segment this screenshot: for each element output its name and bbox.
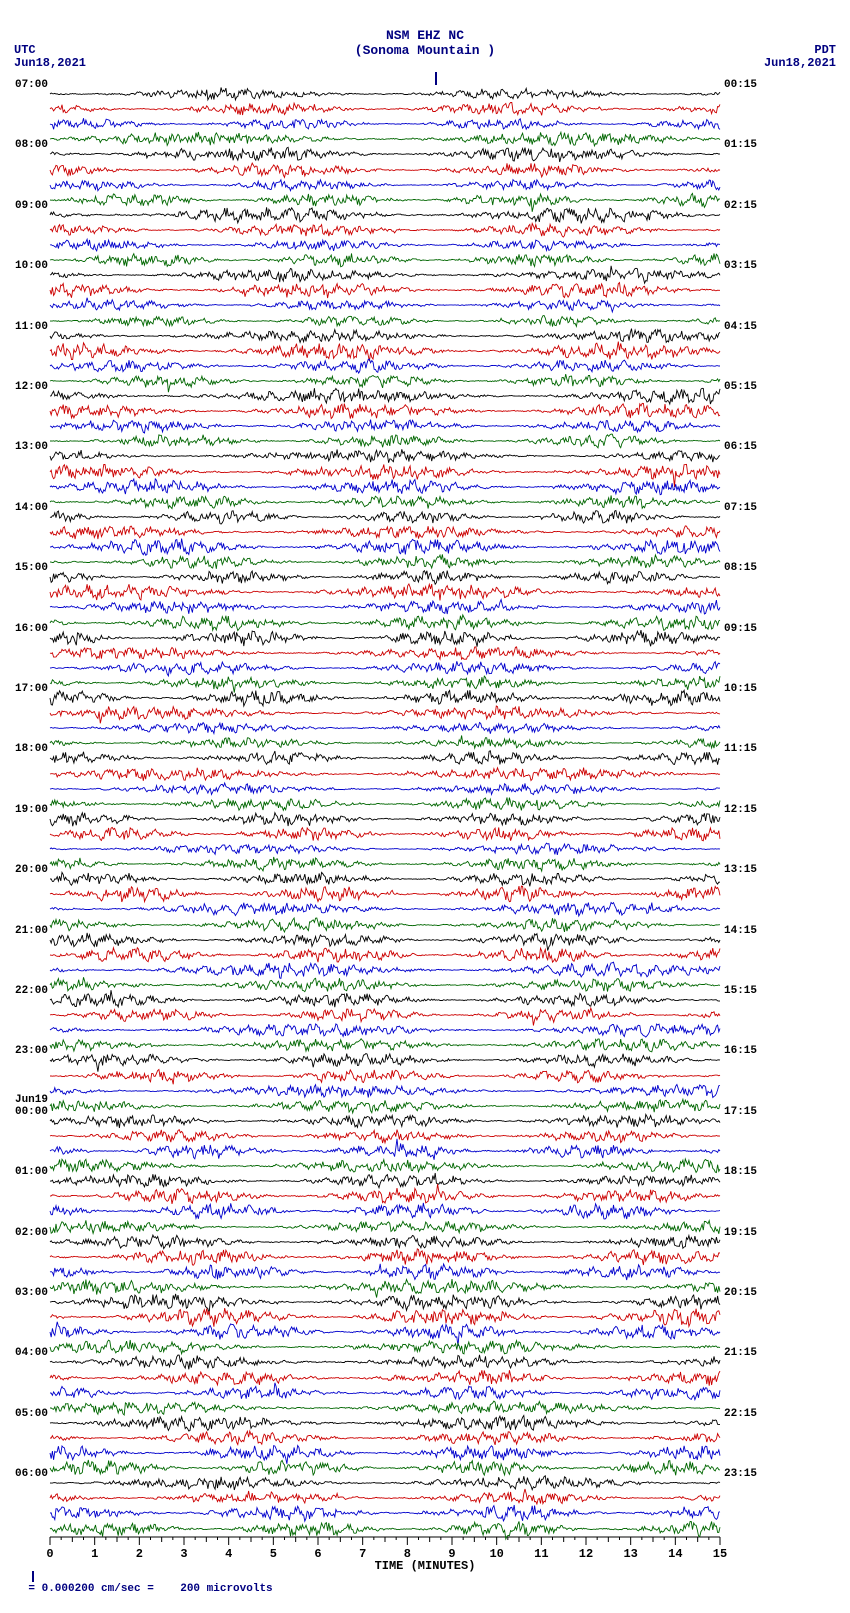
footer-scale-text: = 0.000200 cm/sec = 200 microvolts xyxy=(28,1583,272,1595)
scale-bar-icon xyxy=(32,1571,34,1582)
pdt-time-label: 06:15 xyxy=(724,441,757,453)
utc-time-label: 05:00 xyxy=(15,1408,48,1420)
utc-time-label: 13:00 xyxy=(15,441,48,453)
pdt-time-label: 19:15 xyxy=(724,1227,757,1239)
utc-time-label: 21:00 xyxy=(15,925,48,937)
trace-row xyxy=(50,1520,720,1538)
pdt-time-label: 22:15 xyxy=(724,1408,757,1420)
pdt-time-label: 04:15 xyxy=(724,321,757,333)
scale-bar-icon xyxy=(435,72,437,85)
utc-time-label: 04:00 xyxy=(15,1347,48,1359)
utc-time-label: 07:00 xyxy=(15,79,48,91)
footer-scale: = 0.000200 cm/sec = 200 microvolts xyxy=(2,1559,273,1607)
pdt-time-label: 17:15 xyxy=(724,1106,757,1118)
utc-time-label: 22:00 xyxy=(15,985,48,997)
pdt-time-label: 11:15 xyxy=(724,743,757,755)
pdt-time-label: 15:15 xyxy=(724,985,757,997)
utc-time-label: 06:00 xyxy=(15,1468,48,1480)
utc-time-label: 09:00 xyxy=(15,200,48,212)
utc-time-label: 02:00 xyxy=(15,1227,48,1239)
pdt-time-label: 09:15 xyxy=(724,623,757,635)
pdt-time-label: 14:15 xyxy=(724,925,757,937)
pdt-time-label: 01:15 xyxy=(724,139,757,151)
pdt-time-label: 20:15 xyxy=(724,1287,757,1299)
utc-time-label: 11:00 xyxy=(15,321,48,333)
pdt-time-label: 10:15 xyxy=(724,683,757,695)
pdt-time-label: 03:15 xyxy=(724,260,757,272)
utc-time-label: 12:00 xyxy=(15,381,48,393)
utc-time-label: 20:00 xyxy=(15,864,48,876)
helicorder-plot xyxy=(50,85,720,1535)
pdt-time-label: 13:15 xyxy=(724,864,757,876)
utc-time-label: 01:00 xyxy=(15,1166,48,1178)
utc-time-label: 10:00 xyxy=(15,260,48,272)
station-code: NSM EHZ NC xyxy=(0,28,850,43)
utc-time-label: 18:00 xyxy=(15,743,48,755)
utc-time-label: Jun19 00:00 xyxy=(15,1094,48,1118)
utc-time-label: 15:00 xyxy=(15,562,48,574)
right-timezone: PDT xyxy=(814,43,836,57)
utc-time-label: 16:00 xyxy=(15,623,48,635)
pdt-time-label: 00:15 xyxy=(724,79,757,91)
utc-time-label: 19:00 xyxy=(15,804,48,816)
pdt-time-label: 12:15 xyxy=(724,804,757,816)
pdt-time-label: 07:15 xyxy=(724,502,757,514)
right-date: Jun18,2021 xyxy=(764,56,836,70)
pdt-time-label: 05:15 xyxy=(724,381,757,393)
utc-time-label: 14:00 xyxy=(15,502,48,514)
station-name: (Sonoma Mountain ) xyxy=(0,43,850,58)
left-date: Jun18,2021 xyxy=(14,56,86,70)
pdt-time-label: 18:15 xyxy=(724,1166,757,1178)
utc-time-label: 08:00 xyxy=(15,139,48,151)
utc-time-label: 17:00 xyxy=(15,683,48,695)
pdt-time-label: 08:15 xyxy=(724,562,757,574)
utc-time-label: 23:00 xyxy=(15,1045,48,1057)
utc-time-label: 03:00 xyxy=(15,1287,48,1299)
pdt-time-label: 23:15 xyxy=(724,1468,757,1480)
left-timezone: UTC xyxy=(14,43,36,57)
seismogram-page: NSM EHZ NC (Sonoma Mountain ) = 0.000200… xyxy=(0,0,850,1613)
pdt-time-label: 02:15 xyxy=(724,200,757,212)
pdt-time-label: 16:15 xyxy=(724,1045,757,1057)
pdt-time-label: 21:15 xyxy=(724,1347,757,1359)
